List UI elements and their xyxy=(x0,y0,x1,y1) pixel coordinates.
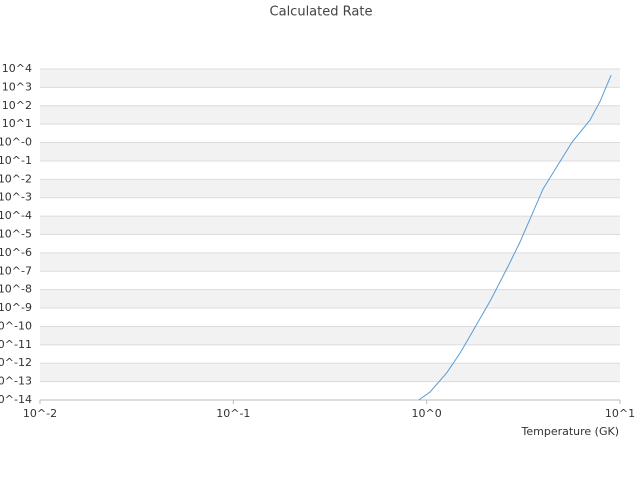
grid-band xyxy=(40,326,620,345)
data-line xyxy=(418,74,612,401)
x-tick-label: 10^1 xyxy=(605,407,635,420)
y-tick-label: 10^-5 xyxy=(0,228,32,241)
y-tick-label: 10^1 xyxy=(2,117,32,130)
grid xyxy=(40,68,620,401)
grid-band xyxy=(40,289,620,309)
grid-band xyxy=(40,252,620,272)
y-tick-label: 10^-7 xyxy=(0,264,32,277)
grid-band xyxy=(40,179,620,198)
y-tick-label: 10^-12 xyxy=(0,356,32,369)
y-tick-label: 10^2 xyxy=(2,99,32,112)
y-tick-label: 10^-8 xyxy=(0,283,32,296)
grid-band xyxy=(40,363,620,382)
chart-title: Calculated Rate xyxy=(270,5,373,20)
y-tick-label: 10^-14 xyxy=(0,393,32,406)
y-tick-label: 10^-10 xyxy=(0,319,32,332)
x-tick-label: 10^-1 xyxy=(216,407,250,420)
grid-band xyxy=(40,69,620,88)
y-tick-label: 10^-1 xyxy=(0,154,32,167)
x-tick-label: 10^0 xyxy=(412,407,442,420)
y-tick-label: 10^-0 xyxy=(0,136,32,149)
y-tick-label: 10^3 xyxy=(2,80,32,93)
y-tick-label: 10^-11 xyxy=(0,338,32,351)
y-tick-label: 10^-4 xyxy=(0,209,32,222)
y-tick-label: 10^-6 xyxy=(0,246,32,259)
x-axis-label: Temperature (GK) xyxy=(521,425,620,438)
y-tick-label: 10^-2 xyxy=(0,172,32,185)
x-tick-label: 10^-2 xyxy=(23,407,57,420)
grid-band xyxy=(40,142,620,161)
y-tick-label: 10^-3 xyxy=(0,191,32,204)
y-tick-label: 10^4 xyxy=(2,62,32,75)
y-tick-label: 10^-13 xyxy=(0,375,32,388)
grid-band xyxy=(40,105,620,125)
y-tick-label: 10^-9 xyxy=(0,301,32,314)
grid-band xyxy=(40,216,620,235)
